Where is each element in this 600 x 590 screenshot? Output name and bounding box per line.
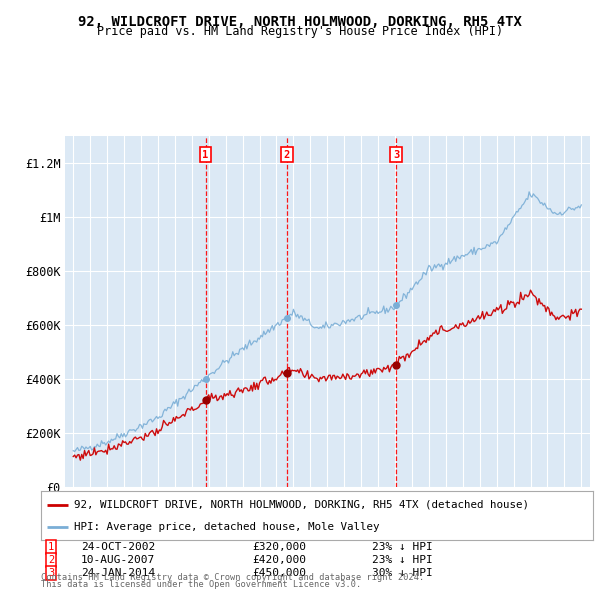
Text: 3: 3 [48,568,54,578]
Text: Contains HM Land Registry data © Crown copyright and database right 2024.: Contains HM Land Registry data © Crown c… [41,573,424,582]
Text: 23% ↓ HPI: 23% ↓ HPI [372,542,433,552]
Text: £450,000: £450,000 [252,568,306,578]
Text: 23% ↓ HPI: 23% ↓ HPI [372,555,433,565]
Text: 30% ↓ HPI: 30% ↓ HPI [372,568,433,578]
Text: 24-JAN-2014: 24-JAN-2014 [81,568,155,578]
Text: This data is licensed under the Open Government Licence v3.0.: This data is licensed under the Open Gov… [41,580,361,589]
Text: HPI: Average price, detached house, Mole Valley: HPI: Average price, detached house, Mole… [74,522,379,532]
Text: £320,000: £320,000 [252,542,306,552]
Text: 1: 1 [48,542,54,552]
Text: Price paid vs. HM Land Registry's House Price Index (HPI): Price paid vs. HM Land Registry's House … [97,25,503,38]
Text: 1: 1 [202,150,209,160]
Text: 10-AUG-2007: 10-AUG-2007 [81,555,155,565]
Text: 92, WILDCROFT DRIVE, NORTH HOLMWOOD, DORKING, RH5 4TX (detached house): 92, WILDCROFT DRIVE, NORTH HOLMWOOD, DOR… [74,500,529,510]
Text: £420,000: £420,000 [252,555,306,565]
Text: 92, WILDCROFT DRIVE, NORTH HOLMWOOD, DORKING, RH5 4TX: 92, WILDCROFT DRIVE, NORTH HOLMWOOD, DOR… [78,15,522,29]
Text: 2: 2 [284,150,290,160]
Text: 3: 3 [393,150,400,160]
Text: 24-OCT-2002: 24-OCT-2002 [81,542,155,552]
Text: 2: 2 [48,555,54,565]
